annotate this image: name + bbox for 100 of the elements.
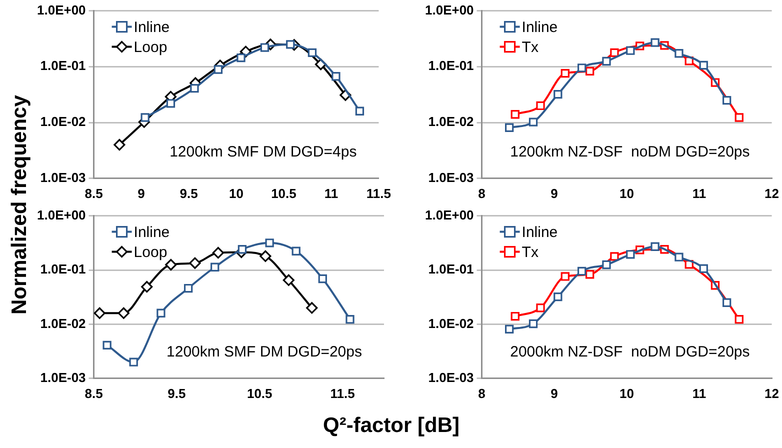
point [306,302,318,314]
x-tick-label: 9.5 [180,186,198,201]
point [260,43,270,52]
x-tick-label: 10.5 [246,386,272,401]
point [260,250,272,262]
x-tick-label: 10 [620,186,634,201]
x-tick-label: 11 [692,386,706,401]
legend-label: Inline [522,18,558,36]
point [585,66,594,76]
x-tick-label: 8 [478,186,486,201]
y-tick-label: 1.0E+00 [37,207,86,222]
x-tick-label: 8.5 [84,386,103,401]
point [626,46,635,55]
point [578,266,586,276]
annotation: 1200km NZ-DSF noDM DGD=20ps [510,144,750,161]
y-tick-label: 1.0E-01 [428,58,474,74]
legend-label: Tx [522,244,539,261]
point [560,68,570,78]
x-tick-label: 12 [764,386,780,401]
point [282,274,294,286]
point [214,65,223,74]
x-tick-label: 11 [324,186,338,201]
point [734,113,744,122]
point [578,64,586,72]
point [722,298,732,307]
point [308,48,317,58]
y-tick-label: 1.0E-03 [40,170,86,185]
point [118,307,130,319]
y-axis-title: Normalized frequency [8,95,32,314]
point [536,304,545,312]
y-tick-label: 1.0E-01 [428,262,474,277]
point [166,99,176,108]
x-tick-label: 10 [229,186,244,201]
point [626,250,635,259]
point [734,314,744,324]
point [510,110,520,119]
x-tick-label: 9 [550,386,558,401]
point [236,53,246,62]
point [585,270,594,279]
point [286,40,295,49]
point [140,113,150,122]
legend-label: Loop [134,38,168,56]
y-tick-label: 1.0E-03 [40,370,86,385]
point [210,262,220,272]
point [650,242,660,251]
x-tick-label: 11.5 [366,186,392,201]
x-tick-label: 10.5 [271,186,296,201]
point [292,246,300,256]
point [141,280,153,293]
point [114,138,126,151]
point [346,314,354,324]
x-axis-title: Q²-factor [dB] [323,414,460,438]
annotation: 2000km NZ-DSF noDM DGD=20ps [510,344,750,361]
annotation: 1200km SMF DM DGD=4ps [170,144,357,161]
point [699,60,708,70]
y-tick-label: 1.0E-02 [40,114,86,130]
y-tick-label: 1.0E-03 [428,370,474,385]
point [560,272,570,281]
point [94,307,106,319]
point [510,312,520,321]
point [355,106,364,116]
point [536,101,545,110]
point [265,238,274,248]
point [156,308,166,318]
x-tick-label: 9 [138,186,145,201]
point [650,38,660,47]
point [332,72,340,81]
point [554,292,562,302]
y-tick-label: 1.0E-01 [40,58,86,74]
point [238,245,247,254]
x-tick-label: 9 [550,186,558,201]
point [189,257,201,269]
point [190,84,199,93]
legend-label: Inline [522,224,558,241]
x-tick-label: 12 [764,186,780,201]
y-tick-label: 1.0E+00 [37,2,86,18]
point [505,324,514,334]
point [602,56,611,66]
point [318,274,327,284]
point [528,319,538,328]
point [528,118,538,126]
point [674,49,684,58]
point [602,260,611,270]
x-tick-label: 11 [692,186,706,201]
y-tick-label: 1.0E-01 [40,262,86,277]
point [165,258,177,271]
legend-label: Tx [522,38,539,56]
x-tick-label: 11.5 [330,386,355,401]
y-tick-label: 1.0E+00 [425,207,474,222]
point [722,96,732,105]
x-tick-label: 9.5 [168,386,186,401]
legend-label: Inline [134,224,170,241]
x-tick-label: 8 [478,386,486,401]
y-tick-label: 1.0E-02 [428,316,474,331]
y-tick-label: 1.0E-03 [428,170,474,185]
annotation: 1200km SMF DM DGD=20ps [166,344,362,361]
point [212,246,224,259]
point [184,284,193,293]
point [699,264,708,273]
x-tick-label: 10 [620,386,634,401]
